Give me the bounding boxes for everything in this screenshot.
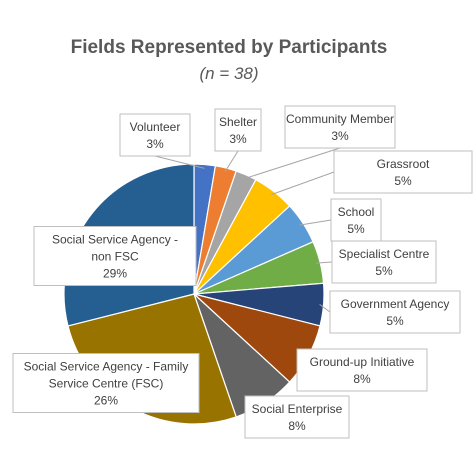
label-box [330, 198, 382, 242]
data-label-social-enterprise: Social Enterprise 8% [244, 395, 350, 439]
label-text: Social Service Agency - [52, 233, 178, 247]
label-percent: 5% [375, 264, 393, 278]
data-label-shelter: Shelter 3% [214, 108, 262, 173]
label-box [214, 108, 262, 152]
label-text: Shelter [219, 115, 257, 129]
leader-line [154, 155, 205, 169]
label-box [33, 226, 197, 286]
label-percent: 26% [94, 394, 118, 408]
label-percent: 3% [331, 129, 349, 143]
leader-line [224, 150, 239, 173]
label-text: non FSC [91, 250, 139, 264]
label-text: Government Agency [341, 297, 450, 311]
leader-line [299, 219, 332, 226]
label-box [244, 395, 350, 439]
label-box [296, 348, 428, 392]
label-percent: 3% [146, 137, 164, 151]
data-label-ground-up-initiative: Ground-up Initiative 8% [296, 348, 428, 392]
data-label-social-service-agency-family-service-centre-fsc: Social Service Agency - Family Service Ce… [12, 353, 200, 413]
label-text: Social Service Agency - Family [24, 360, 189, 374]
data-label-school: School 5% [299, 198, 382, 242]
label-percent: 29% [103, 267, 127, 281]
label-percent: 8% [353, 372, 371, 386]
label-text: Grassroot [377, 157, 430, 171]
label-text: Specialist Centre [339, 247, 430, 261]
leader-line [319, 303, 331, 313]
leader-line [316, 261, 333, 264]
label-percent: 5% [394, 174, 412, 188]
label-text: Ground-up Initiative [310, 355, 415, 369]
label-box [12, 353, 200, 413]
label-text: Volunteer [130, 120, 181, 134]
data-label-community-member: Community Member 3% [244, 105, 396, 180]
label-percent: 5% [386, 314, 404, 328]
label-text: Social Enterprise [252, 402, 343, 416]
label-percent: 5% [347, 222, 365, 236]
label-box [333, 150, 473, 194]
label-box [331, 240, 437, 284]
label-box [284, 105, 396, 149]
data-label-government-agency: Government Agency 5% [319, 290, 461, 334]
label-percent: 3% [229, 132, 247, 146]
label-box [119, 113, 191, 157]
label-text: School [338, 205, 375, 219]
data-label-volunteer: Volunteer 3% [119, 113, 205, 169]
leader-line [271, 171, 335, 196]
label-text: Community Member [286, 112, 394, 126]
chart-subtitle: (n = 38) [199, 64, 258, 83]
data-label-social-service-agency-non-fsc: Social Service Agency - non FSC 29% [33, 226, 197, 286]
data-label-grassroot: Grassroot 5% [271, 150, 473, 196]
leader-line [244, 147, 341, 180]
label-percent: 8% [288, 419, 306, 433]
label-text: Service Centre (FSC) [49, 377, 164, 391]
chart-title: Fields Represented by Participants [71, 37, 388, 58]
label-box [329, 290, 461, 334]
data-label-specialist-centre: Specialist Centre 5% [316, 240, 437, 284]
